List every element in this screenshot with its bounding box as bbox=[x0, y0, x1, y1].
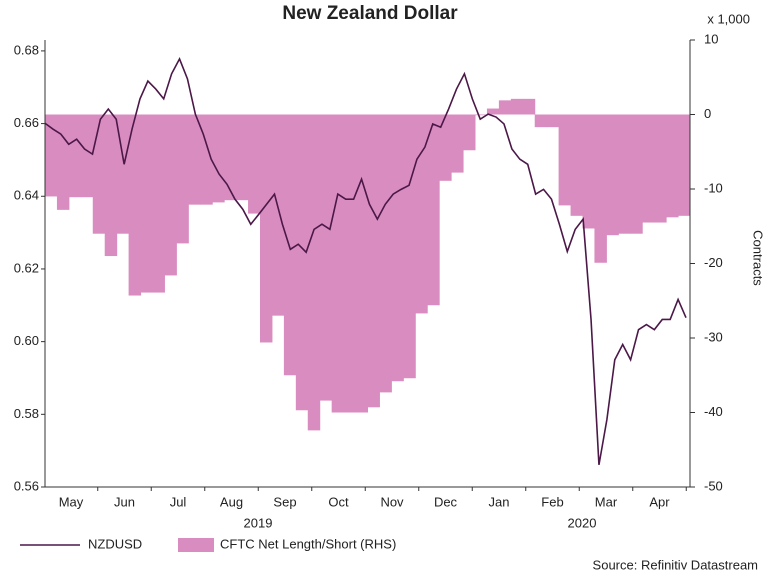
area-step bbox=[642, 114, 655, 223]
area-step bbox=[439, 114, 452, 181]
area-step bbox=[343, 114, 357, 413]
x-tick-label: Jul bbox=[170, 494, 187, 509]
area-step bbox=[68, 114, 82, 198]
area-step bbox=[570, 114, 583, 216]
year-label: 2020 bbox=[568, 515, 597, 530]
area-step bbox=[379, 114, 392, 393]
area-step bbox=[319, 114, 333, 401]
y2-unit: x 1,000 bbox=[707, 11, 750, 26]
area-step bbox=[606, 114, 619, 236]
area-step bbox=[522, 98, 536, 115]
area-step bbox=[582, 114, 595, 229]
x-tick-label: Jun bbox=[114, 494, 135, 509]
x-tick-label: Aug bbox=[220, 494, 243, 509]
area-step bbox=[678, 114, 691, 216]
y2-tick-label: 10 bbox=[704, 31, 718, 46]
area-step bbox=[56, 114, 70, 210]
y2-tick-label: -10 bbox=[704, 180, 723, 195]
x-tick-label: Mar bbox=[595, 494, 618, 509]
area-step bbox=[391, 114, 404, 382]
area-step bbox=[403, 114, 416, 379]
area-step bbox=[331, 114, 345, 413]
y-tick-label: 0.56 bbox=[14, 478, 39, 493]
legend-label: CFTC Net Length/Short (RHS) bbox=[220, 536, 396, 551]
area-step bbox=[510, 98, 524, 115]
y-tick-label: 0.68 bbox=[14, 42, 39, 57]
area-step bbox=[295, 114, 309, 411]
line-layer bbox=[44, 56, 687, 465]
y2-tick-label: 0 bbox=[704, 106, 711, 121]
x-tick-label: Feb bbox=[541, 494, 563, 509]
area-step bbox=[45, 114, 58, 197]
area-step bbox=[558, 114, 572, 206]
area-step bbox=[630, 114, 643, 234]
area-step bbox=[486, 108, 500, 115]
x-tick-label: Nov bbox=[380, 494, 404, 509]
area-step bbox=[271, 114, 285, 316]
area-step bbox=[654, 114, 667, 223]
x-tick-label: Sep bbox=[273, 494, 296, 509]
chart-title: New Zealand Dollar bbox=[282, 3, 458, 24]
source: Source: Refinitiv Datastream bbox=[593, 557, 758, 572]
year-label: 2019 bbox=[244, 515, 273, 530]
area-step bbox=[128, 114, 142, 296]
y-tick-label: 0.64 bbox=[14, 188, 39, 203]
legend-swatch bbox=[178, 538, 214, 552]
legend-label: NZDUSD bbox=[88, 536, 142, 551]
area-step bbox=[355, 114, 368, 413]
x-tick-label: Jan bbox=[489, 494, 510, 509]
area-step bbox=[546, 114, 560, 128]
area-step bbox=[176, 114, 189, 244]
area-step bbox=[104, 114, 118, 257]
area-step bbox=[534, 114, 548, 128]
x-tick-label: May bbox=[59, 494, 84, 509]
y2-tick-label: -50 bbox=[704, 478, 723, 493]
area-step bbox=[236, 114, 249, 201]
area-step bbox=[212, 114, 225, 203]
area-step bbox=[164, 114, 177, 276]
line-series bbox=[44, 56, 687, 465]
area-step bbox=[188, 114, 201, 205]
area-step bbox=[80, 114, 94, 198]
y2-tick-label: -30 bbox=[704, 329, 723, 344]
y2-tick-label: -40 bbox=[704, 404, 723, 419]
area-step bbox=[92, 114, 106, 234]
area-step bbox=[116, 114, 130, 234]
x-tick-label: Oct bbox=[328, 494, 349, 509]
area-step bbox=[367, 114, 380, 408]
area-step bbox=[475, 114, 488, 116]
area-step bbox=[463, 114, 476, 151]
x-tick-label: Apr bbox=[649, 494, 670, 509]
area-step bbox=[260, 114, 273, 343]
area-step bbox=[594, 114, 607, 263]
y2-tick-label: -20 bbox=[704, 255, 723, 270]
area-step bbox=[427, 114, 440, 306]
y-tick-label: 0.66 bbox=[14, 115, 39, 130]
y-tick-label: 0.62 bbox=[14, 260, 39, 275]
area-step bbox=[152, 114, 165, 293]
area-layer bbox=[45, 98, 691, 431]
y-tick-label: 0.58 bbox=[14, 406, 39, 421]
area-step bbox=[307, 114, 321, 431]
area-step bbox=[283, 114, 297, 376]
area-step bbox=[415, 114, 428, 314]
area-step bbox=[248, 114, 261, 214]
area-step bbox=[224, 114, 237, 201]
y-tick-label: 0.60 bbox=[14, 333, 39, 348]
y2-axis-label: Contracts bbox=[751, 230, 766, 286]
area-step bbox=[618, 114, 631, 234]
area-step bbox=[451, 114, 464, 173]
x-tick-label: Dec bbox=[434, 494, 458, 509]
area-step bbox=[140, 114, 153, 293]
area-step bbox=[498, 100, 512, 115]
area-step bbox=[666, 114, 679, 218]
